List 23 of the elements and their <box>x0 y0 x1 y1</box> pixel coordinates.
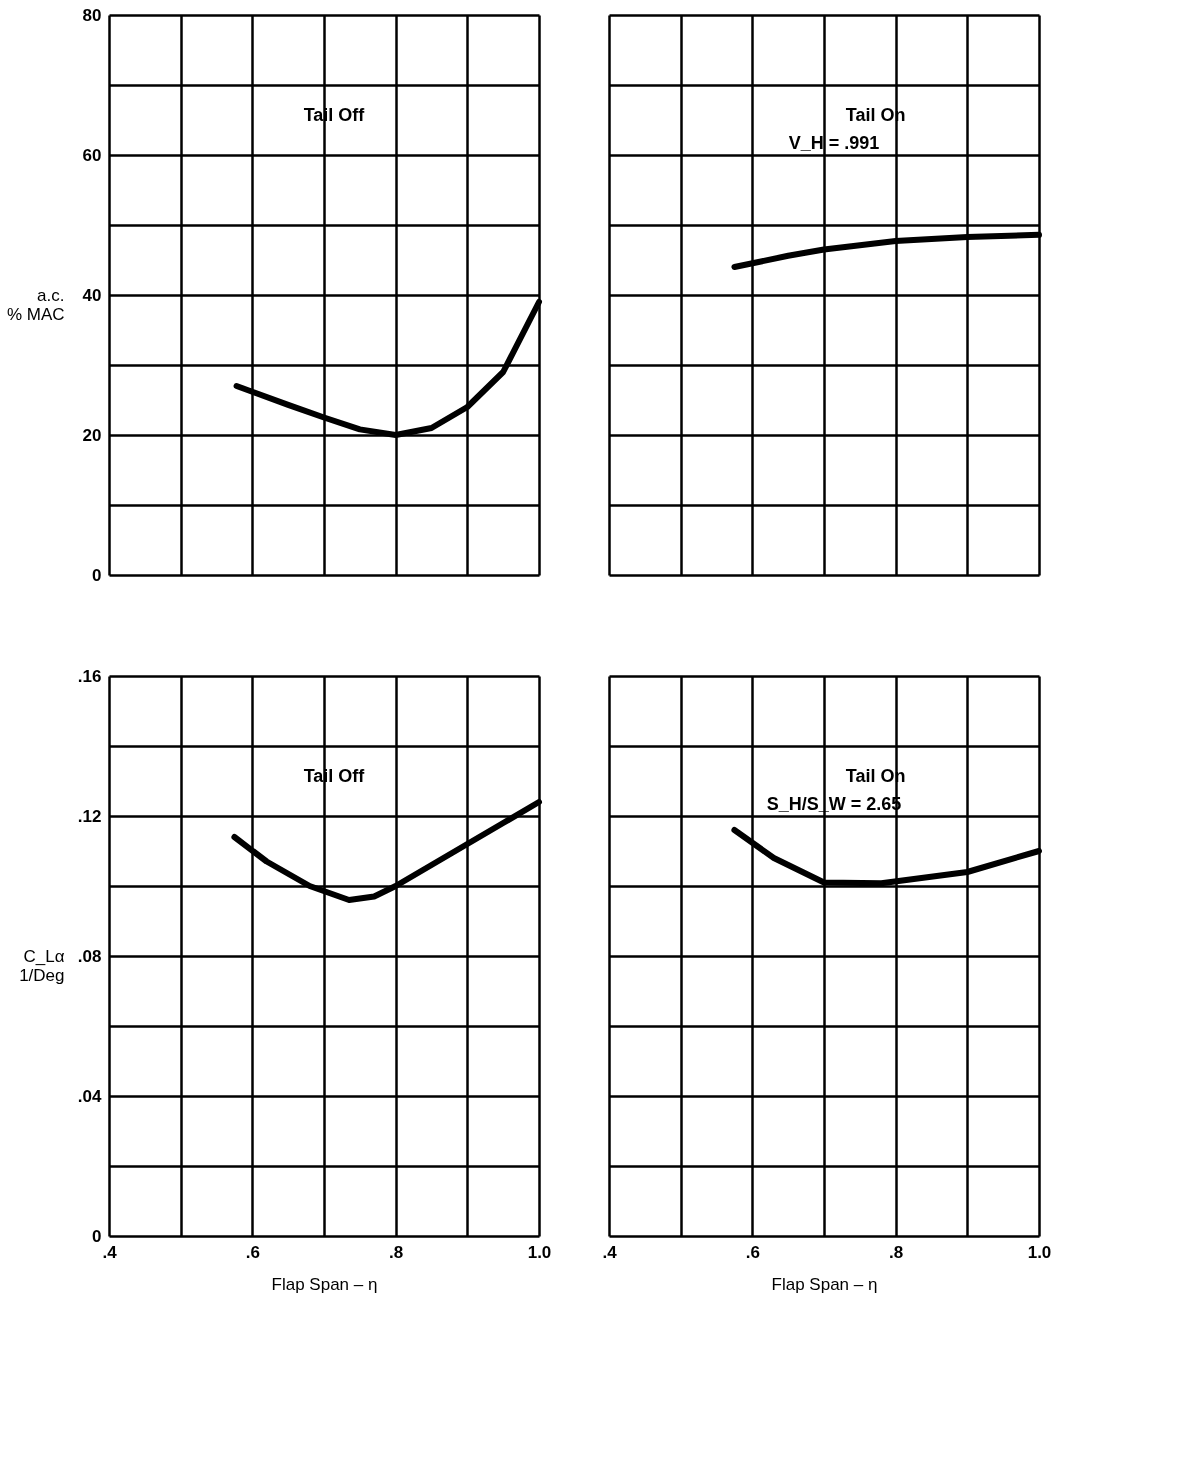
x-tick-label: .6 <box>245 1242 260 1262</box>
x-tick-label: 1.0 <box>527 1242 552 1262</box>
y-tick-label: 60 <box>82 145 102 165</box>
y-tick-label: .12 <box>77 806 102 826</box>
x-tick-label: .4 <box>102 1242 118 1262</box>
x-tick-label: .4 <box>602 1242 618 1262</box>
x-axis-title: Flap Span – η <box>271 1274 378 1294</box>
x-tick-label: .6 <box>745 1242 760 1262</box>
annotation: V_H = .991 <box>788 132 880 153</box>
y-tick-label: 0 <box>92 1226 102 1246</box>
y-tick-label: 80 <box>82 5 102 25</box>
y-tick-label: 0 <box>92 565 102 585</box>
y-axis-title: a.c. % MAC <box>6 285 65 324</box>
y-axis-title: C_Lα 1/Deg <box>19 946 65 985</box>
y-tick-label: .08 <box>77 946 102 966</box>
x-axis-title: Flap Span – η <box>771 1274 878 1294</box>
y-tick-label: 40 <box>82 285 102 305</box>
y-tick-label: 20 <box>82 425 102 445</box>
x-tick-label: .8 <box>889 1242 904 1262</box>
y-tick-label: .16 <box>77 666 102 686</box>
y-tick-label: .04 <box>77 1086 103 1106</box>
x-tick-label: 1.0 <box>1027 1242 1052 1262</box>
x-tick-label: .8 <box>389 1242 404 1262</box>
